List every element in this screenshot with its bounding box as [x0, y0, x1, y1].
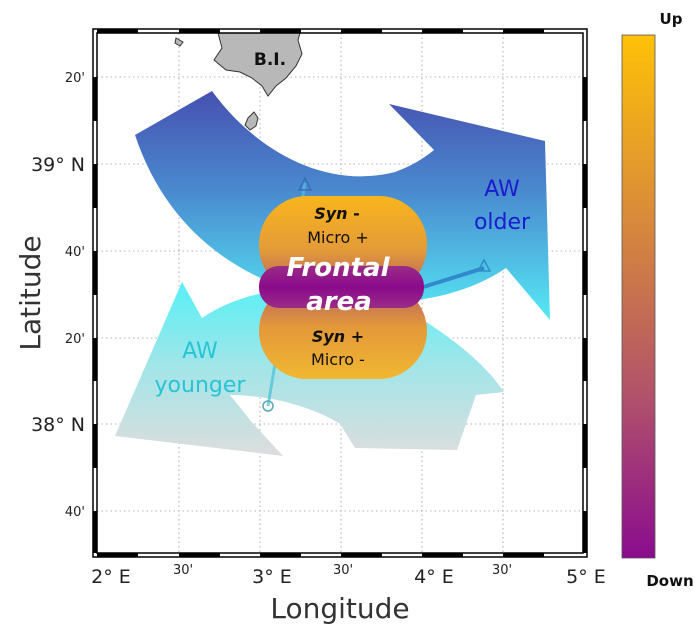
y-tick-minor: 40' [65, 505, 85, 520]
syn-sign: - [348, 204, 360, 223]
x-tick-minor: 30' [333, 563, 353, 578]
x-tick-minor: 30' [173, 563, 193, 578]
y-tick-minor: 40' [65, 245, 85, 260]
frontal-label-1: Frontal [287, 253, 391, 283]
south-lobe-label-1: Syn + [312, 327, 364, 346]
x-tick-minor: 30' [492, 563, 512, 578]
x-axis-title: Longitude [270, 592, 409, 625]
y-tick-major: 39° N [31, 154, 85, 176]
x-tick-major: 4° E [414, 566, 454, 588]
track-end-marker [476, 258, 492, 272]
syn-italic: Syn [312, 327, 345, 346]
colorbar-top-label: Up [660, 10, 683, 28]
x-tick-major: 5° E [566, 566, 606, 588]
x-tick-major: 3° E [252, 566, 292, 588]
x-tick-major: 2° E [91, 566, 131, 588]
y-axis-title: Latitude [14, 235, 47, 350]
colorbar-bottom-label: Down [646, 572, 693, 590]
land-label: B.I. [254, 50, 286, 70]
south-lobe-label-2: Micro - [311, 350, 365, 369]
y-tick-minor: 20' [65, 332, 85, 347]
track-start-marker [262, 400, 274, 412]
map-frame [92, 28, 588, 558]
y-tick-major: 38° N [31, 414, 85, 436]
land-mass [213, 33, 303, 97]
syn-sign: + [345, 327, 364, 346]
colorbar [621, 34, 656, 559]
front-band [259, 266, 424, 308]
frontal-label-2: area [306, 287, 372, 317]
islet [174, 37, 184, 47]
north-lobe-label-2: Micro + [307, 228, 369, 247]
track-end-marker [297, 176, 313, 191]
islet [244, 111, 259, 131]
syn-italic: Syn [314, 204, 347, 223]
frontal-area [259, 196, 427, 379]
aw-younger-label-1: AW [182, 339, 218, 364]
aw-older-label-2: older [474, 210, 531, 235]
aw-younger-label-2: younger [155, 373, 247, 398]
y-tick-minor: 20' [65, 71, 85, 86]
north-lobe-label-1: Syn - [314, 204, 360, 223]
aw-older-label-1: AW [484, 177, 520, 202]
